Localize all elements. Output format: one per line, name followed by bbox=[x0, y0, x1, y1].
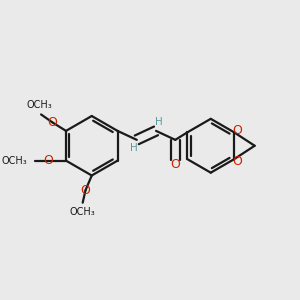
Text: O: O bbox=[170, 158, 180, 171]
Text: O: O bbox=[232, 155, 242, 168]
Text: H: H bbox=[155, 117, 163, 128]
Text: O: O bbox=[44, 154, 53, 167]
Text: OCH₃: OCH₃ bbox=[27, 100, 52, 110]
Text: H: H bbox=[130, 143, 138, 153]
Text: O: O bbox=[47, 116, 57, 129]
Text: O: O bbox=[81, 184, 91, 197]
Text: OCH₃: OCH₃ bbox=[1, 156, 27, 166]
Text: O: O bbox=[232, 124, 242, 136]
Text: OCH₃: OCH₃ bbox=[70, 207, 96, 217]
